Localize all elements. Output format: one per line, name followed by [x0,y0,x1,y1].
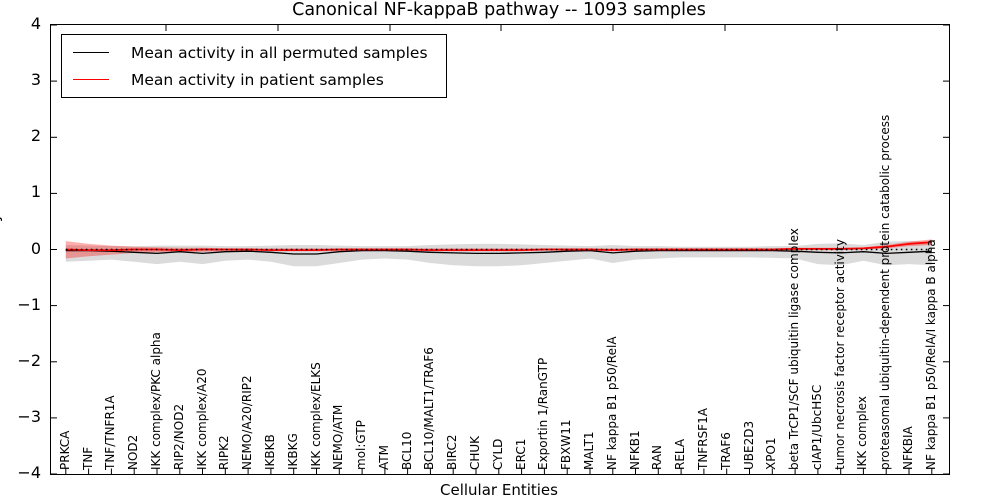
permuted-line-sample [73,52,109,53]
y-tick-label: 2 [30,126,41,146]
legend-label-permuted: Mean activity in all permuted samples [131,43,428,62]
y-tick-label: −3 [17,406,41,426]
y-tick-label: −2 [17,350,41,370]
x-axis-label: Cellular Entities [440,481,558,499]
y-tick-label: 3 [30,70,41,90]
patient-confidence-band [65,239,932,259]
y-tick-label: −4 [17,463,41,482]
chart-title: Canonical NF-kappaB pathway -- 1093 samp… [292,0,706,20]
plot-canvas [51,25,949,474]
patient-mean-line [65,241,932,252]
y-tick-label: 4 [30,14,41,33]
y-tick-label: 1 [30,182,41,202]
permuted-mean-line [65,249,932,255]
legend-item-permuted: Mean activity in all permuted samples [73,39,428,66]
axis-ticks [51,25,949,474]
patient-line-sample [73,79,109,80]
y-tick-label: −1 [17,294,41,314]
legend: Mean activity in all permuted samples Me… [61,34,447,98]
plot-area: Inferred Activity [0,24,950,475]
legend-item-patient: Mean activity in patient samples [73,66,428,93]
y-tick-labels: 4 3 2 1 0 −1 −2 −3 −4 [0,0,45,500]
y-tick-label: 0 [30,238,41,258]
legend-label-patient: Mean activity in patient samples [131,70,384,89]
